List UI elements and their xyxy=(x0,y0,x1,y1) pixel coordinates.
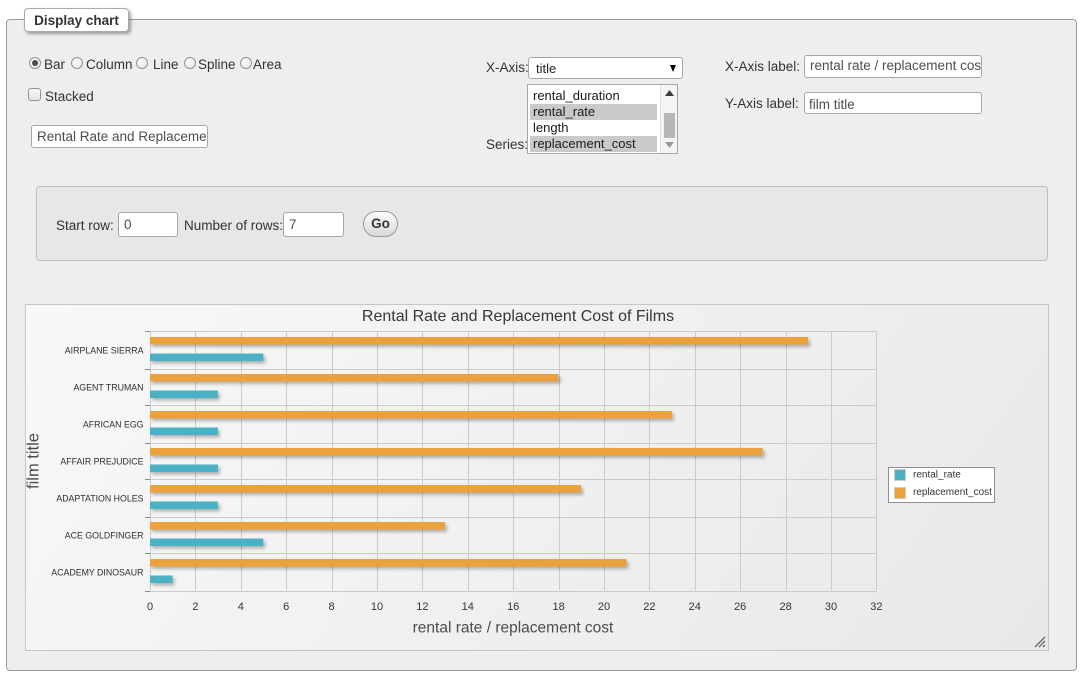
svg-text:ACE GOLDFINGER: ACE GOLDFINGER xyxy=(65,531,144,541)
svg-text:26: 26 xyxy=(734,601,746,613)
svg-text:AFFAIR PREJUDICE: AFFAIR PREJUDICE xyxy=(60,457,143,467)
svg-text:16: 16 xyxy=(507,601,519,613)
svg-text:28: 28 xyxy=(779,601,791,613)
svg-text:32: 32 xyxy=(870,601,882,613)
svg-text:12: 12 xyxy=(416,601,428,613)
svg-text:film title: film title xyxy=(26,433,43,489)
svg-text:6: 6 xyxy=(283,601,289,613)
svg-text:rental rate / replacement cost: rental rate / replacement cost xyxy=(413,620,614,637)
svg-text:30: 30 xyxy=(825,601,837,613)
svg-text:22: 22 xyxy=(643,601,655,613)
svg-text:rental_rate: rental_rate xyxy=(913,470,961,481)
svg-text:AFRICAN EGG: AFRICAN EGG xyxy=(83,420,144,430)
svg-text:20: 20 xyxy=(598,601,610,613)
svg-text:AIRPLANE SIERRA: AIRPLANE SIERRA xyxy=(65,346,144,356)
svg-text:AGENT TRUMAN: AGENT TRUMAN xyxy=(73,383,143,393)
svg-text:0: 0 xyxy=(147,601,153,613)
svg-text:ACADEMY DINOSAUR: ACADEMY DINOSAUR xyxy=(51,568,143,578)
svg-text:4: 4 xyxy=(238,601,244,613)
svg-text:24: 24 xyxy=(689,601,701,613)
svg-text:10: 10 xyxy=(371,601,383,613)
svg-text:Rental Rate and Replacement Co: Rental Rate and Replacement Cost of Film… xyxy=(362,308,674,325)
svg-text:8: 8 xyxy=(329,601,335,613)
svg-text:14: 14 xyxy=(462,601,474,613)
svg-text:replacement_cost: replacement_cost xyxy=(913,487,992,498)
svg-text:2: 2 xyxy=(192,601,198,613)
svg-text:ADAPTATION HOLES: ADAPTATION HOLES xyxy=(56,494,143,504)
svg-text:18: 18 xyxy=(552,601,564,613)
